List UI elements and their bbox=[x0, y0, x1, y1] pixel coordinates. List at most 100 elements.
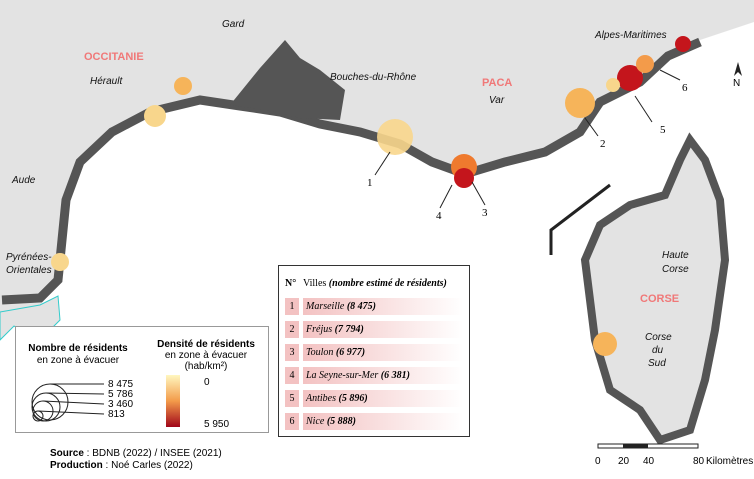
callout-lines bbox=[374, 69, 681, 209]
size-label: 8 475 bbox=[108, 379, 133, 390]
legend-subtitle: en zone à évacuer bbox=[37, 355, 120, 366]
city-circle bbox=[454, 168, 474, 188]
size-label: 813 bbox=[108, 409, 125, 420]
city-name: Nice bbox=[306, 416, 325, 427]
table-row: 6 Nice (5 888) bbox=[285, 412, 463, 431]
north-arrow bbox=[734, 62, 742, 76]
camargue bbox=[230, 40, 345, 120]
table-row: 1 Marseille (8 475) bbox=[285, 297, 463, 316]
scale-tick: 40 bbox=[643, 456, 655, 467]
city-circle bbox=[377, 119, 413, 155]
scale-tick: 0 bbox=[595, 456, 601, 467]
row-text: Antibes (5 896) bbox=[303, 390, 463, 407]
city-circle bbox=[636, 55, 654, 73]
city-residents: (6 977) bbox=[335, 347, 366, 358]
coastal-communes bbox=[1, 37, 702, 305]
production: Production : Noé Carles (2022) bbox=[50, 460, 193, 471]
row-text: Toulon (6 977) bbox=[303, 344, 463, 361]
legend-title: Densité de résidents bbox=[157, 339, 255, 350]
callout-number: 1 bbox=[367, 177, 373, 189]
city-circle bbox=[617, 65, 643, 91]
density-label: 5 950 bbox=[204, 419, 229, 430]
production-label: Production bbox=[50, 460, 103, 471]
department-label: Var bbox=[489, 95, 505, 106]
city-circle bbox=[675, 36, 691, 52]
region-label: PACA bbox=[482, 77, 512, 89]
legend-unit: (hab/km²) bbox=[185, 361, 228, 372]
size-label: 5 786 bbox=[108, 389, 133, 400]
row-number: 4 bbox=[285, 367, 299, 384]
row-number: 1 bbox=[285, 298, 299, 315]
row-text: La Seyne-sur-Mer (6 381) bbox=[303, 367, 463, 384]
department-label: du bbox=[652, 345, 664, 356]
row-text: Nice (5 888) bbox=[303, 413, 463, 430]
legend-graphic: Nombre de résidents en zone à évacuer 8 … bbox=[28, 339, 255, 430]
table-body: 1 Marseille (8 475) 2 Fréjus (7 794) 3 Toulon… bbox=[279, 297, 469, 431]
table-row: 5 Antibes (5 896) bbox=[285, 389, 463, 408]
production-text: : Noé Carles (2022) bbox=[103, 460, 193, 471]
city-residents: (8 475) bbox=[346, 301, 376, 312]
size-circles bbox=[31, 383, 69, 422]
department-label: Corse bbox=[662, 264, 689, 275]
row-number: 2 bbox=[285, 321, 299, 338]
scale-bar: 0 20 40 80 Kilomètres bbox=[595, 443, 753, 467]
city-residents: (5 888) bbox=[326, 416, 356, 427]
department-label: Sud bbox=[648, 358, 666, 369]
department-label: Aude bbox=[11, 175, 36, 186]
department-label: Pyrénées- bbox=[6, 252, 52, 263]
callout-number: 2 bbox=[600, 138, 606, 150]
city-circle bbox=[565, 88, 595, 118]
table-row: 4 La Seyne-sur-Mer (6 381) bbox=[285, 366, 463, 385]
department-label: Gard bbox=[222, 19, 245, 30]
north-label: N bbox=[733, 78, 740, 89]
header-villes: Villes bbox=[303, 278, 327, 289]
scale-tick: 20 bbox=[618, 456, 630, 467]
region-label: CORSE bbox=[640, 293, 679, 305]
legend-subtitle: en zone à évacuer bbox=[165, 350, 248, 361]
city-circle bbox=[144, 105, 166, 127]
city-name: Toulon bbox=[306, 347, 334, 358]
scale-unit: Kilomètres bbox=[706, 456, 753, 467]
size-label: 3 460 bbox=[108, 399, 133, 410]
callout-number: 5 bbox=[660, 124, 666, 136]
source-text: : BDNB (2022) / INSEE (2021) bbox=[84, 448, 222, 459]
circles bbox=[51, 36, 691, 356]
department-label: Haute bbox=[662, 250, 689, 261]
city-circle bbox=[51, 253, 69, 271]
city-residents: (5 896) bbox=[338, 393, 368, 404]
header-n: N° bbox=[285, 278, 297, 289]
department-label: Orientales bbox=[6, 265, 52, 276]
legend: Nombre de résidents en zone à évacuer 8 … bbox=[15, 326, 269, 433]
city-circle bbox=[174, 77, 192, 95]
row-text: Marseille (8 475) bbox=[303, 298, 463, 315]
city-name: Fréjus bbox=[306, 324, 333, 335]
city-table: N° Villes (nombre estimé de résidents) 1… bbox=[278, 265, 470, 437]
callout-number: 6 bbox=[682, 82, 688, 94]
mainland bbox=[0, 0, 754, 312]
row-number: 3 bbox=[285, 344, 299, 361]
callout-number: 3 bbox=[482, 207, 488, 219]
legend-title: Nombre de résidents bbox=[28, 343, 128, 354]
city-name: Antibes bbox=[306, 393, 336, 404]
city-circle bbox=[593, 332, 617, 356]
scale-tick: 80 bbox=[693, 456, 705, 467]
density-ramp bbox=[166, 375, 180, 427]
table-row: 3 Toulon (6 977) bbox=[285, 343, 463, 362]
department-label: Bouches-du-Rhône bbox=[330, 72, 417, 83]
corsica bbox=[580, 132, 730, 445]
city-residents: (6 381) bbox=[380, 370, 410, 381]
inset-frame bbox=[549, 183, 611, 255]
row-text: Fréjus (7 794) bbox=[303, 321, 463, 338]
row-number: 6 bbox=[285, 413, 299, 430]
source-label: Source bbox=[50, 448, 84, 459]
city-name: Marseille bbox=[306, 301, 345, 312]
department-label: Alpes-Maritimes bbox=[594, 30, 667, 41]
region-label: OCCITANIE bbox=[84, 51, 144, 63]
source: Source : BDNB (2022) / INSEE (2021) bbox=[50, 448, 222, 459]
table-header: N° Villes (nombre estimé de résidents) bbox=[285, 274, 463, 293]
city-residents: (7 794) bbox=[334, 324, 364, 335]
city-name: La Seyne-sur-Mer bbox=[306, 370, 379, 381]
